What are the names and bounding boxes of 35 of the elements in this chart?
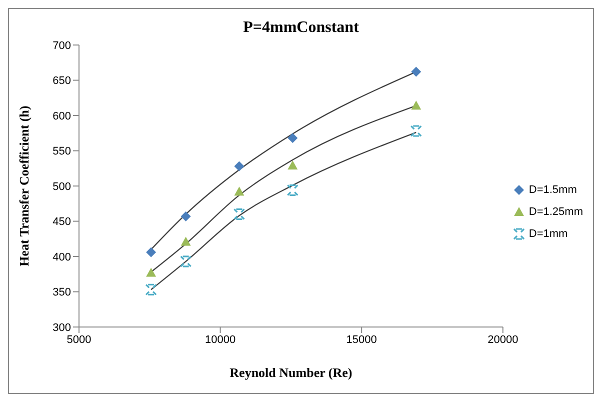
point — [146, 268, 156, 277]
x-axis-title: Reynold Number (Re) — [230, 365, 352, 380]
y-axis-title: Heat Transfer Coefficient (h) — [16, 106, 32, 266]
y-tick-label: 400 — [52, 251, 71, 264]
point — [411, 66, 422, 77]
point — [234, 161, 244, 172]
x-tick-label: 20000 — [488, 334, 518, 346]
y-tick-label: 650 — [52, 75, 71, 88]
y-tick-label: 550 — [52, 146, 71, 158]
point — [234, 186, 244, 196]
y-tick-label: 300 — [52, 322, 71, 334]
point — [288, 133, 298, 144]
point — [180, 211, 191, 222]
legend-label: D=1.25mm — [528, 206, 583, 218]
point — [180, 256, 192, 268]
line-series — [150, 132, 417, 290]
chart-title: P=4mmConstant — [242, 19, 360, 37]
point — [146, 247, 156, 258]
x-tick-label: 15000 — [346, 334, 377, 346]
point — [180, 236, 191, 246]
point — [411, 100, 422, 110]
point — [286, 184, 298, 196]
point — [233, 208, 246, 220]
y-tick-label: 700 — [52, 40, 71, 52]
point — [145, 284, 157, 296]
y-tick-label: 350 — [52, 286, 71, 299]
x-tick-label: 5000 — [66, 334, 92, 346]
y-tick-label: 500 — [52, 180, 71, 193]
x-tick-label: 10000 — [205, 334, 236, 346]
y-tick-label: 600 — [52, 110, 71, 122]
legend-label: D=1.5mm — [528, 184, 577, 196]
legend-label: D=1mm — [528, 228, 568, 240]
y-tick-label: 450 — [52, 216, 71, 228]
point — [410, 125, 422, 137]
point — [288, 160, 298, 170]
